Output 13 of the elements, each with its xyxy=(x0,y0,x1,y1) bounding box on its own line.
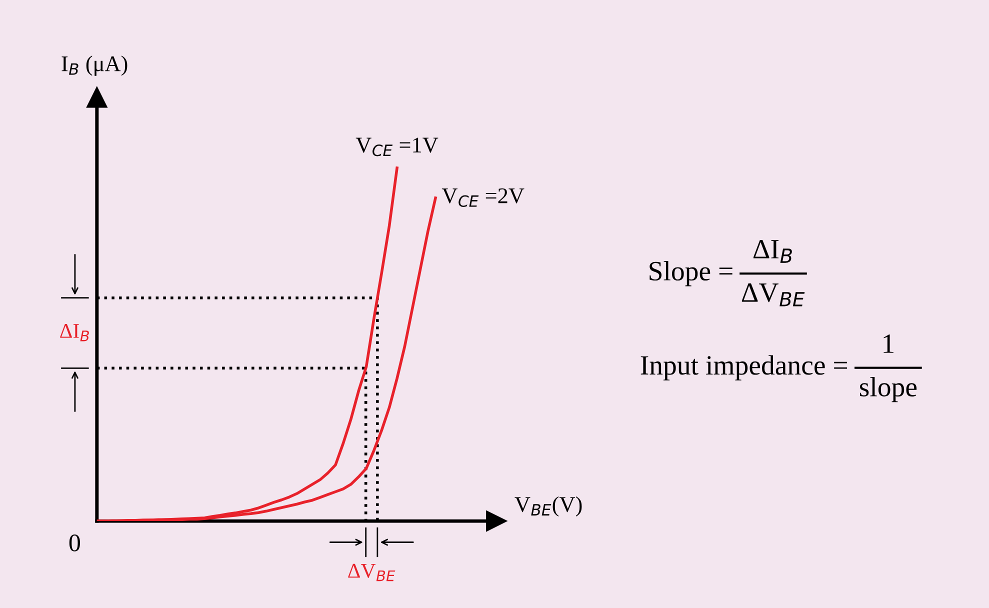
text: ΔV$_{BE}$ xyxy=(348,564,396,582)
text: slope xyxy=(860,376,917,402)
series-label: V$_{CE}$ =1V xyxy=(356,138,438,156)
x-axis-title: V$_{BE}$(V) xyxy=(514,496,582,517)
y-axis-title: I$_{B}$ (μA) xyxy=(62,56,128,76)
text: ΔI$_{B}$ xyxy=(753,240,792,263)
text: 1 xyxy=(884,334,894,353)
text: Input impedance = xyxy=(640,355,848,380)
text: 0 xyxy=(69,534,80,552)
text: ΔI$_{B}$ xyxy=(60,324,89,342)
text: Slope = xyxy=(650,261,732,286)
series-label: V$_{CE}$ =2V xyxy=(442,188,524,207)
text: ΔV$_{BE}$ xyxy=(742,283,805,306)
